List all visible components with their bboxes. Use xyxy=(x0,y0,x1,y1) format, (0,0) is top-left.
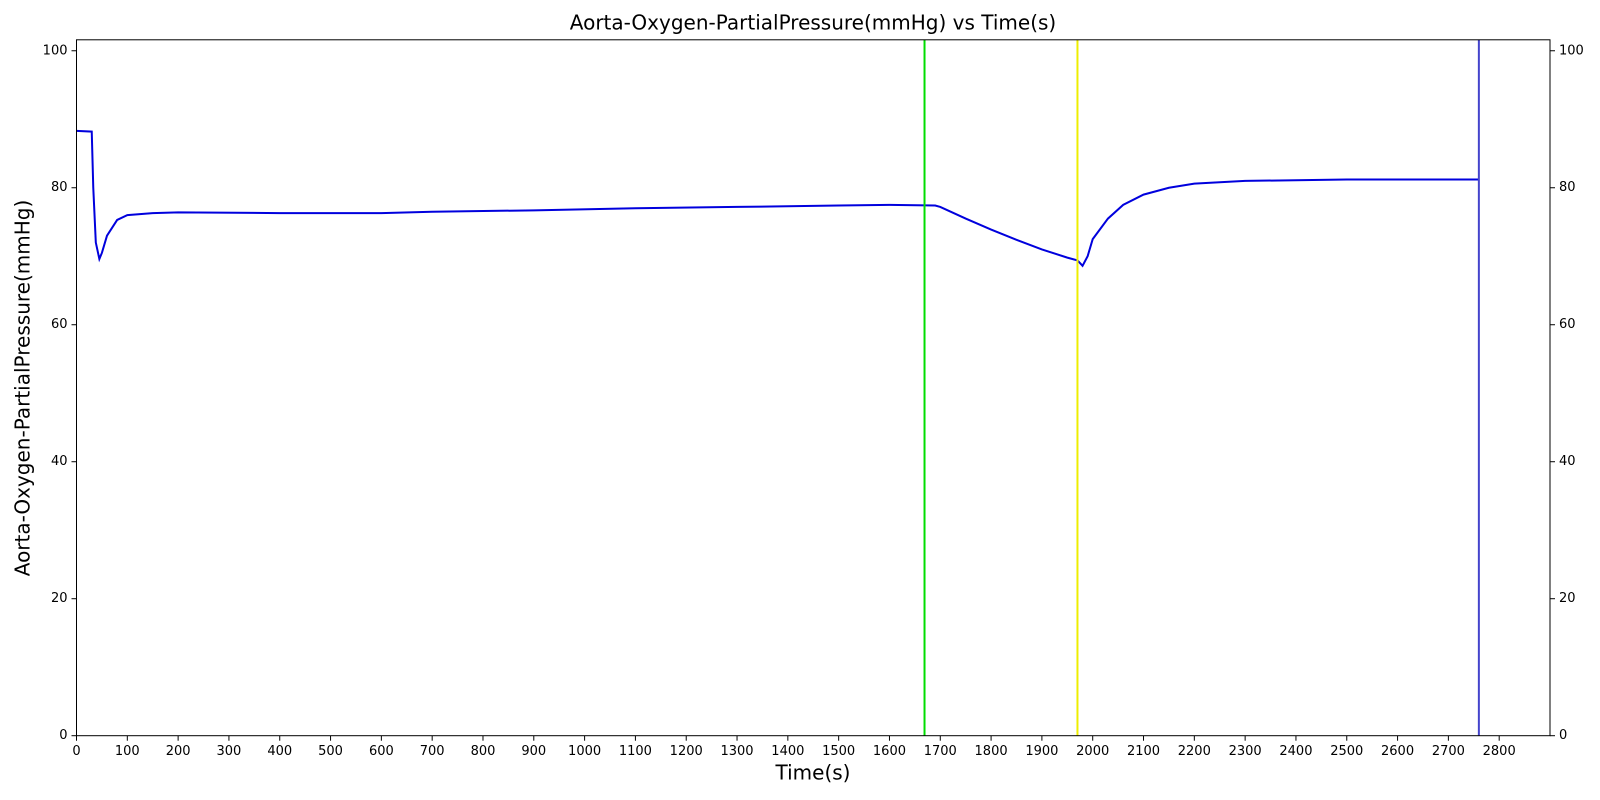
chart-title: Aorta-Oxygen-PartialPressure(mmHg) vs Ti… xyxy=(570,11,1056,35)
plot-frame xyxy=(76,39,1551,737)
y2-tick-label: 40 xyxy=(1559,454,1576,469)
x-tick-label: 200 xyxy=(166,744,191,759)
x-tick-label: 2500 xyxy=(1330,744,1363,759)
x-tick-label: 2800 xyxy=(1483,744,1516,759)
x-axis-label: Time(s) xyxy=(775,761,851,785)
x-tick-label: 0 xyxy=(72,744,80,759)
x-tick-label: 300 xyxy=(217,744,242,759)
y-tick-label: 20 xyxy=(51,591,68,606)
x-tick-label: 1000 xyxy=(568,744,601,759)
x-tick-label: 1800 xyxy=(975,744,1008,759)
x-tick-label: 1300 xyxy=(720,744,753,759)
x-tick-label: 1900 xyxy=(1025,744,1058,759)
y2-tick-label: 100 xyxy=(1559,43,1584,58)
x-tick-label: 2100 xyxy=(1127,744,1160,759)
data-line xyxy=(76,129,1479,268)
x-tick-label: 2300 xyxy=(1229,744,1262,759)
x-tick-label: 2700 xyxy=(1432,744,1465,759)
x-tick-label: 1400 xyxy=(771,744,804,759)
x-tick-label: 1600 xyxy=(873,744,906,759)
x-tick-label: 1200 xyxy=(670,744,703,759)
x-tick-label: 1100 xyxy=(619,744,652,759)
x-tick-label: 1700 xyxy=(924,744,957,759)
y-tick-label: 60 xyxy=(51,317,68,332)
y-tick-label: 40 xyxy=(51,454,68,469)
x-tick-label: 100 xyxy=(115,744,140,759)
y-tick-label: 0 xyxy=(59,728,67,743)
y-tick-label: 80 xyxy=(51,180,68,195)
x-tick-label: 700 xyxy=(420,744,445,759)
x-tick-label: 1500 xyxy=(822,744,855,759)
x-tick-label: 2400 xyxy=(1279,744,1312,759)
x-tick-label: 800 xyxy=(471,744,496,759)
y-axis-label: Aorta-Oxygen-PartialPressure(mmHg) xyxy=(11,200,35,577)
y2-tick-label: 80 xyxy=(1559,180,1576,195)
x-tick-label: 500 xyxy=(318,744,343,759)
x-tick-label: 2600 xyxy=(1381,744,1414,759)
y2-tick-label: 20 xyxy=(1559,591,1576,606)
x-tick-label: 400 xyxy=(267,744,292,759)
x-tick-label: 600 xyxy=(369,744,394,759)
x-tick-label: 900 xyxy=(521,744,546,759)
y-tick-label: 100 xyxy=(43,43,68,58)
x-tick-label: 2200 xyxy=(1178,744,1211,759)
x-tick-label: 2000 xyxy=(1076,744,1109,759)
y2-tick-label: 60 xyxy=(1559,317,1576,332)
y2-tick-label: 0 xyxy=(1559,728,1567,743)
